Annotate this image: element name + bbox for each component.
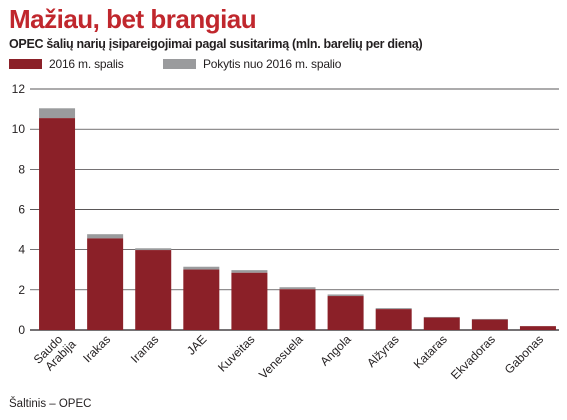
x-tick-label: Venesuela (256, 332, 306, 382)
legend-item-base: 2016 m. spalis (9, 57, 124, 71)
source-note: Šaltinis – OPEC (9, 398, 92, 410)
bar-change (231, 270, 268, 273)
x-tick-label: JAE (184, 332, 209, 357)
bar-base (135, 250, 172, 330)
y-tick-label: 4 (18, 243, 25, 257)
legend: 2016 m. spalis Pokytis nuo 2016 m. spali… (9, 57, 567, 73)
x-tick-label: Iranas (128, 332, 161, 365)
bar-change (471, 318, 508, 320)
legend-label-change: Pokytis nuo 2016 m. spalio (203, 57, 342, 71)
bar-base (423, 317, 460, 330)
bar-change (183, 266, 220, 270)
bar-base (279, 289, 316, 330)
y-tick-label: 12 (12, 82, 26, 96)
chart-subtitle: OPEC šalių narių įsipareigojimai pagal s… (9, 37, 423, 51)
y-tick-label: 2 (18, 283, 25, 297)
y-tick-label: 6 (18, 203, 25, 217)
bar-change (375, 308, 412, 310)
y-tick-label: 10 (12, 122, 26, 136)
x-tick-label: Gabonas (502, 332, 546, 376)
bar-base (327, 296, 364, 330)
bar-change (135, 248, 172, 251)
bar-change (327, 294, 364, 297)
bar-base (87, 238, 124, 330)
y-tick-label: 0 (18, 323, 25, 337)
x-tick-label: Kuveitas (215, 332, 257, 374)
bar-change (39, 108, 76, 119)
x-tick-label: Irakas (80, 332, 113, 365)
legend-swatch-change (163, 59, 196, 69)
x-tick-label: Ekvadoras (448, 332, 498, 382)
x-tick-label: Alžyras (364, 332, 402, 370)
x-tick-label: Kataras (411, 332, 450, 371)
bar-change (423, 316, 460, 318)
y-tick-label: 8 (18, 162, 25, 176)
bar-base (471, 319, 508, 330)
legend-swatch-base (9, 59, 42, 69)
legend-label-base: 2016 m. spalis (49, 57, 124, 71)
bar-base (375, 309, 412, 330)
x-tick-label: Angola (317, 332, 354, 369)
bar-change (87, 234, 124, 239)
x-tick-label: SaudoArabija (31, 328, 79, 376)
chart-title: Mažiau, bet brangiau (9, 4, 257, 34)
bar-base (39, 118, 76, 330)
bar-base (231, 272, 268, 330)
bar-base (519, 326, 556, 330)
legend-item-change: Pokytis nuo 2016 m. spalio (163, 57, 341, 71)
bar-change (279, 287, 316, 290)
bar-base (183, 269, 220, 330)
